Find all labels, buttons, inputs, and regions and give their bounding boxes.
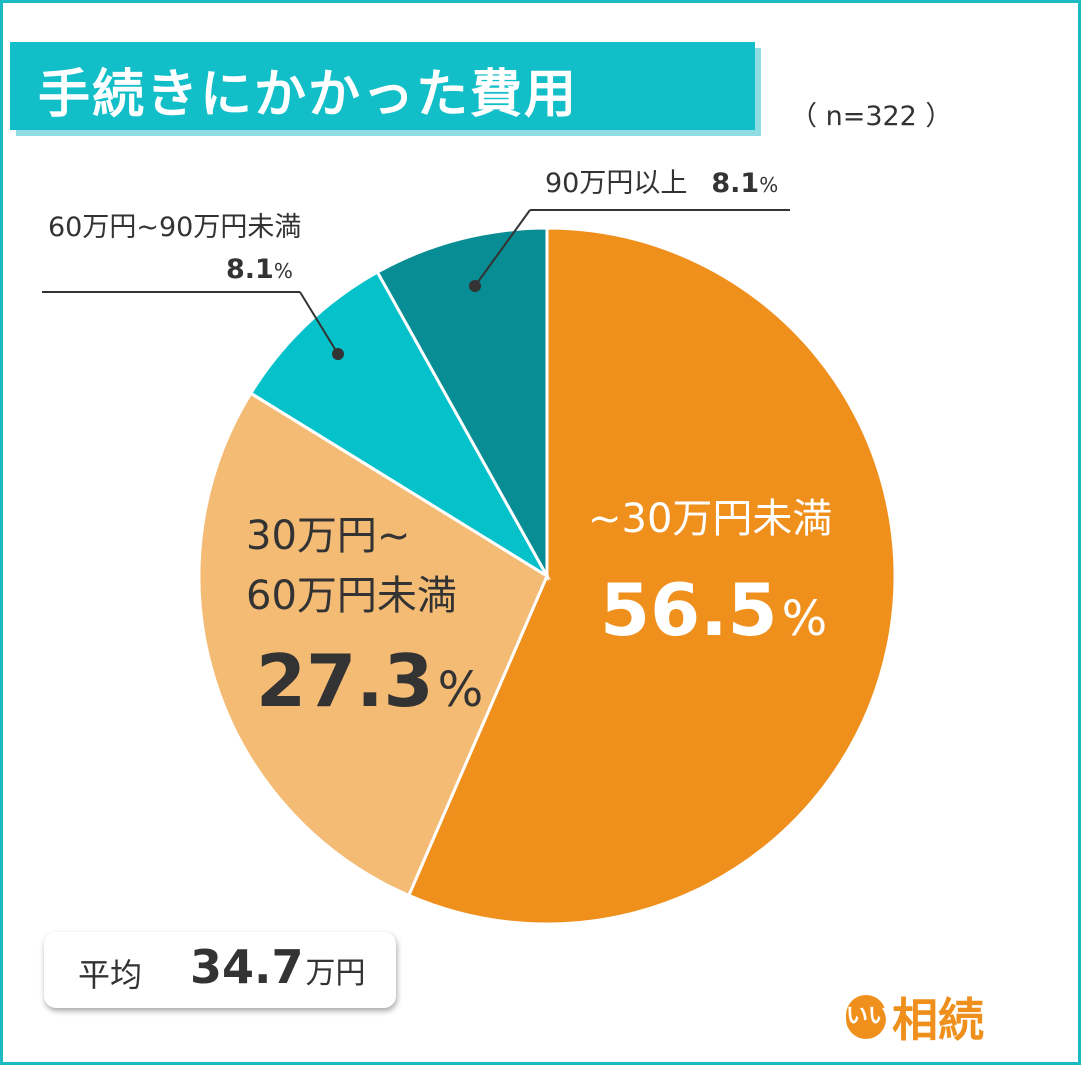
logo-badge: いい xyxy=(846,995,890,1039)
slice-2-label-line-2: 60万円未満 xyxy=(246,573,457,619)
average-unit: 万円 xyxy=(305,956,366,991)
slice-3-label: 60万円~90万円未満 xyxy=(48,212,301,243)
leader-line-slice-4 xyxy=(469,209,790,292)
slice-2-value: 27.3% xyxy=(256,639,483,723)
slice-1-value-number: 56.5 xyxy=(600,568,778,652)
pie-slice-2 xyxy=(197,391,549,898)
slice-4-value-unit: % xyxy=(759,173,778,197)
title-banner: 手続きにかかった費用 xyxy=(10,42,755,130)
pie-slice-1 xyxy=(406,226,897,926)
slice-3-value-number: 8.1 xyxy=(226,254,274,285)
pie-slices xyxy=(197,226,897,926)
slice-3-value-unit: % xyxy=(274,259,293,283)
slice-1-value-unit: % xyxy=(782,591,828,647)
slice-1-label-tilde: ~30万円未満 xyxy=(588,496,832,542)
slice-2-label-line-1: 30万円~ xyxy=(246,513,410,559)
average-number: 34.7 xyxy=(190,940,304,994)
average-box: 平均 34.7万円 xyxy=(44,932,396,1008)
logo-text: 相続 xyxy=(892,993,984,1047)
slice-2-value-unit: % xyxy=(438,662,484,718)
slice-4-value-number: 8.1 xyxy=(711,168,759,199)
slice-4-label: 90万円以上 8.1% xyxy=(545,168,778,199)
slice-3-value: 8.1% xyxy=(226,254,293,285)
slice-2-label: 30万円~ 60万円未満 xyxy=(246,513,457,619)
average-value: 34.7万円 xyxy=(190,940,366,994)
sample-size: （ n=322 ） xyxy=(790,101,953,132)
title-bar xyxy=(10,42,755,130)
slice-2-value-number: 27.3 xyxy=(256,639,434,723)
slice-3-label-text: 60万円~90万円未満 xyxy=(48,212,301,243)
average-label: 平均 xyxy=(78,956,143,994)
slice-1-value: 56.5% xyxy=(600,568,827,652)
chart-title: 手続きにかかった費用 xyxy=(38,65,579,125)
pie-slice-4 xyxy=(375,226,549,582)
pie-slice-3 xyxy=(248,270,552,581)
leader-line-slice-3 xyxy=(42,291,344,360)
brand-logo: いい相続 xyxy=(846,984,984,1047)
slice-1-label: ~30万円未満 xyxy=(588,496,832,542)
slice-4-label-text: 90万円以上 xyxy=(545,168,687,199)
